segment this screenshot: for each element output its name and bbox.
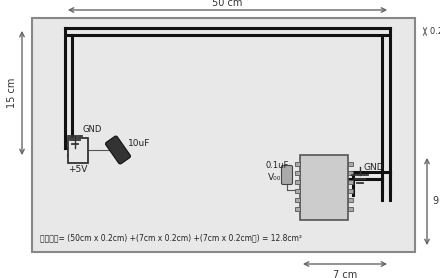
Bar	[348, 207, 353, 211]
Text: 7 cm: 7 cm	[333, 270, 357, 278]
Text: 10uF: 10uF	[128, 138, 150, 148]
Bar	[32, 18, 415, 252]
FancyBboxPatch shape	[282, 165, 293, 185]
Bar	[295, 207, 300, 211]
Bar	[348, 162, 353, 166]
Bar	[348, 171, 353, 175]
Text: 环路面积= (50cm x 0.2cm) +(7cm x 0.2cm) +(7cm x 0.2cm、) = 12.8cm²: 环路面积= (50cm x 0.2cm) +(7cm x 0.2cm) +(7c…	[40, 234, 302, 242]
Text: 50 cm: 50 cm	[213, 0, 243, 8]
Bar	[295, 180, 300, 184]
Bar	[295, 198, 300, 202]
FancyBboxPatch shape	[106, 136, 131, 164]
Bar	[348, 180, 353, 184]
Text: V₀₀: V₀₀	[268, 173, 281, 182]
Bar	[68, 138, 88, 163]
Bar	[295, 171, 300, 175]
Bar	[300, 155, 348, 220]
Bar	[295, 162, 300, 166]
Text: 9 cm: 9 cm	[433, 197, 440, 207]
Text: 0.2 cm: 0.2 cm	[430, 26, 440, 36]
Bar	[348, 189, 353, 193]
Text: GND: GND	[82, 125, 101, 135]
Text: GND: GND	[363, 163, 384, 173]
Bar	[348, 198, 353, 202]
Text: 15 cm: 15 cm	[7, 78, 17, 108]
Bar	[295, 189, 300, 193]
Text: 0.1uF: 0.1uF	[265, 160, 288, 170]
Text: +5V: +5V	[68, 165, 88, 175]
